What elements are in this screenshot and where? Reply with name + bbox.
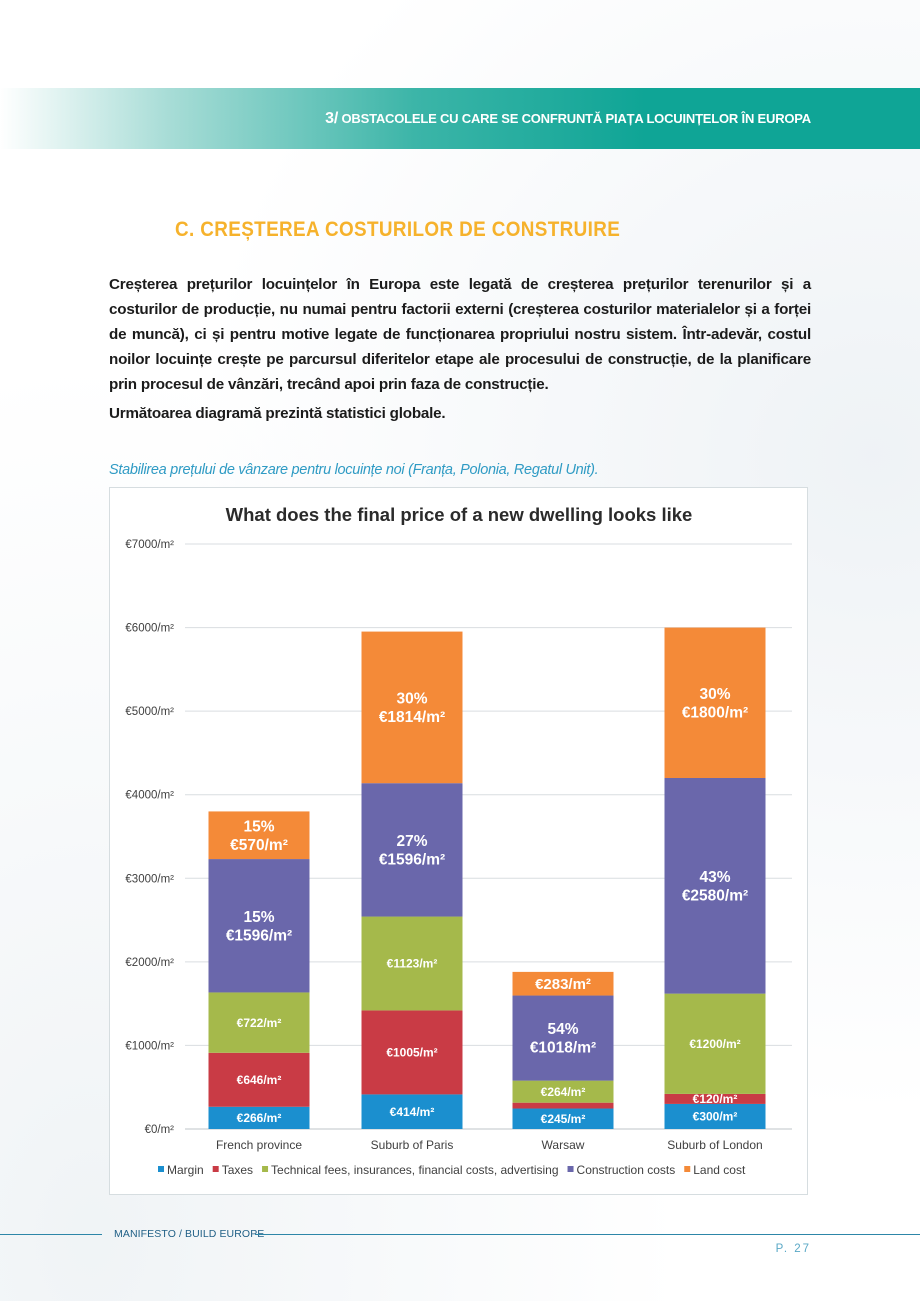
x-tick-label: French province <box>216 1138 302 1152</box>
legend-entry: Land cost <box>693 1163 746 1177</box>
y-tick-label: €0/m² <box>145 1124 175 1136</box>
data-label: 15% <box>243 818 274 835</box>
data-label: €1800/m² <box>682 704 748 721</box>
legend-entry: Taxes <box>222 1163 253 1177</box>
data-label: 30% <box>699 686 730 703</box>
body-paragraph: Creșterea prețurilor locuințelor în Euro… <box>109 276 811 393</box>
figure-caption: Stabilirea prețului de vânzare pentru lo… <box>109 462 599 478</box>
y-tick-label: €1000/m² <box>125 1040 174 1052</box>
y-tick-label: €2000/m² <box>125 957 174 969</box>
y-tick-label: €7000/m² <box>125 539 174 551</box>
data-label: €264/m² <box>541 1085 586 1099</box>
bar-segment <box>208 992 310 1053</box>
legend-entry: Construction costs <box>577 1163 676 1177</box>
x-tick-label: Suburb of London <box>667 1138 762 1152</box>
bar-segment <box>512 971 614 996</box>
footer-label: MANIFESTO / BUILD EUROPE <box>114 1228 265 1240</box>
bar-segment <box>512 1108 614 1129</box>
section-title: C. CREȘTEREA COSTURILOR DE CONSTRUIRE <box>175 218 621 241</box>
bar-segment <box>208 859 310 993</box>
bar-segment <box>664 1103 766 1129</box>
bar-segment <box>361 916 463 1011</box>
data-label: 30% <box>396 691 427 708</box>
data-label: €1123/m² <box>387 957 438 971</box>
y-tick-label: €4000/m² <box>125 790 174 802</box>
legend-entry: Technical fees, insurances, financial co… <box>271 1163 558 1177</box>
legend-swatch <box>684 1166 691 1172</box>
bar-segment <box>664 778 766 994</box>
data-label: €266/m² <box>237 1111 282 1125</box>
chart-legend: Margin Taxes Technical fees, insurances, f… <box>158 1163 746 1177</box>
header-band <box>0 88 920 149</box>
bar-segment <box>361 1010 463 1095</box>
chapter-title: OBSTACOLELE CU CARE SE CONFRUNTĂ PIAȚA L… <box>341 111 812 126</box>
chart-frame: What does the final price of a new dwell… <box>109 487 808 1195</box>
footer-rule-left <box>0 1234 102 1235</box>
y-tick-label: €3000/m² <box>125 873 174 885</box>
data-label: €245/m² <box>541 1112 586 1126</box>
bar-segment <box>664 627 766 778</box>
bar-segment <box>664 1093 766 1104</box>
chart-title: What does the final price of a new dwell… <box>226 504 693 525</box>
footer-rule-right <box>255 1234 920 1235</box>
y-axis: €0/m² €1000/m² €2000/m² €3000/m² €4000/m² €50… <box>125 539 174 1136</box>
legend-swatch <box>262 1166 269 1172</box>
data-label: €414/m² <box>390 1105 435 1119</box>
bar-segment <box>361 1094 463 1129</box>
chapter-header: 3/ OBSTACOLELE CU CARE SE CONFRUNTĂ PIAȚ… <box>325 110 811 128</box>
data-label: €570/m² <box>230 837 288 854</box>
bar-segment <box>512 1080 614 1103</box>
bar-segment <box>512 995 614 1081</box>
stacked-bar-chart: What does the final price of a new dwell… <box>125 504 792 1177</box>
page-number: P. 27 <box>775 1243 811 1255</box>
data-label: €1596/m² <box>379 852 445 869</box>
x-axis: French province Suburb of Paris Warsaw Subu… <box>216 1138 763 1152</box>
legend-entry: Margin <box>167 1163 204 1177</box>
data-label: €120/m² <box>693 1092 738 1106</box>
x-tick-label: Warsaw <box>542 1138 585 1152</box>
data-label: €1200/m² <box>689 1037 740 1051</box>
y-tick-label: €6000/m² <box>125 623 174 635</box>
bar-segment <box>208 1052 310 1107</box>
data-label: €646/m² <box>237 1073 282 1087</box>
data-label: €1005/m² <box>386 1046 437 1060</box>
legend-swatch <box>567 1166 574 1172</box>
bar-segment <box>361 631 463 784</box>
bar-segment <box>361 783 463 917</box>
data-label: 27% <box>396 833 427 850</box>
bar-segment <box>512 1102 614 1109</box>
bar-segment <box>208 1106 310 1129</box>
bar-segment <box>664 993 766 1094</box>
y-tick-label: €5000/m² <box>125 706 174 718</box>
data-label: 54% <box>547 1021 578 1038</box>
legend-swatch <box>212 1166 219 1172</box>
x-tick-label: Suburb of Paris <box>371 1138 454 1152</box>
data-label: €2580/m² <box>682 887 748 904</box>
data-label: €300/m² <box>693 1110 738 1124</box>
bar-segment <box>208 811 310 860</box>
data-label: €1596/m² <box>226 927 292 944</box>
data-label: €1018/m² <box>530 1040 596 1057</box>
legend-swatch <box>158 1166 164 1172</box>
data-label: 43% <box>699 869 730 886</box>
data-label: €722/m² <box>237 1016 282 1030</box>
data-label: €1814/m² <box>379 709 445 726</box>
body-paragraph-intro-chart: Următoarea diagramă prezintă statistici … <box>109 405 446 422</box>
data-label: €283/m² <box>535 976 591 993</box>
chart-bars: €266/m²€646/m²€722/m²15%€1596/m²15%€570/… <box>208 627 766 1129</box>
chapter-number: 3/ <box>325 110 339 127</box>
data-label: 15% <box>243 909 274 926</box>
